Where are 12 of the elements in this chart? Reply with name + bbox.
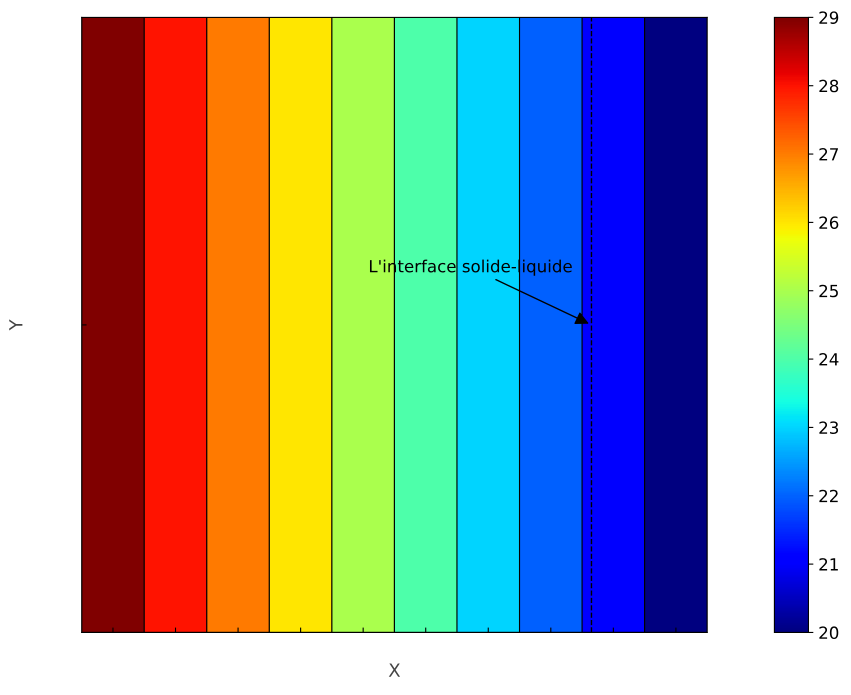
color-bar-label: 24 [819,353,838,366]
color-bar-label: 27 [819,148,838,160]
color-bar-label: 22 [819,490,838,502]
x-axis-title: X [388,664,400,677]
color-bar-label: 28 [819,80,838,92]
color-bar-label: 23 [819,421,838,434]
color-bar-label: 25 [819,284,838,298]
y-axis-title: Y [9,319,22,330]
color-bar-label: 20 [819,626,838,640]
color-bar-label: 21 [819,558,838,570]
color-bar-label: 26 [819,216,838,229]
color-bar-label: 29 [819,11,838,24]
